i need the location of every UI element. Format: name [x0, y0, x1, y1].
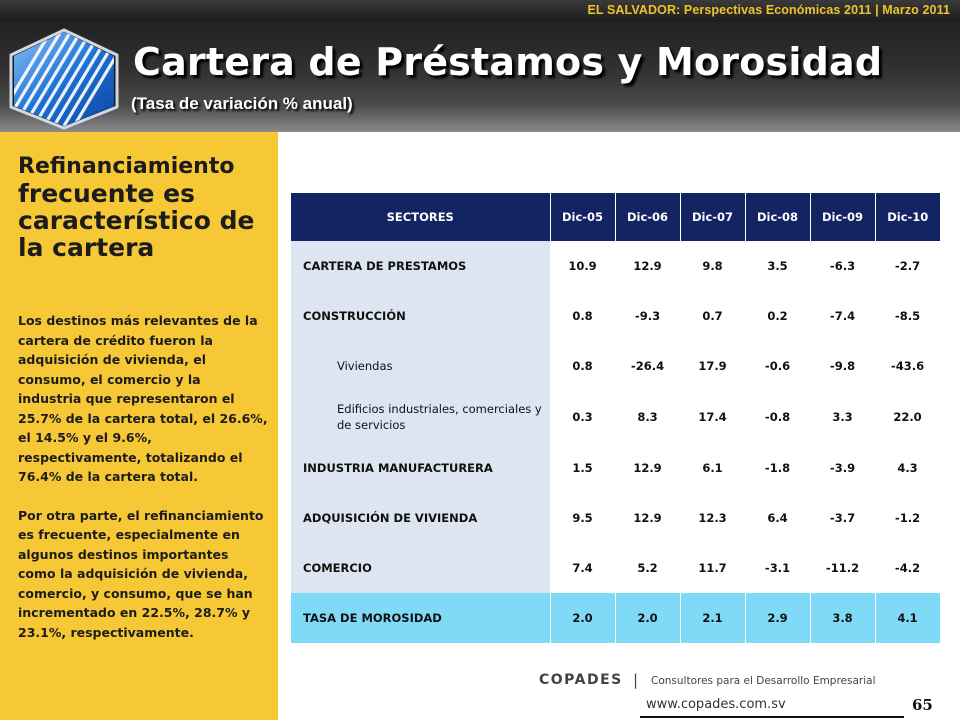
table-row: INDUSTRIA MANUFACTURERA 1.5 12.9 6.1 -1.… [291, 443, 941, 493]
table-cell: 3.8 [810, 593, 876, 643]
table-cell: 0.7 [680, 291, 746, 341]
table-row: ADQUISICIÓN DE VIVIENDA 9.5 12.9 12.3 6.… [291, 493, 941, 543]
table-cell: -3.1 [745, 543, 811, 593]
page-number: 65 [912, 696, 933, 714]
column-header-sectores: SECTORES [291, 193, 551, 241]
banner-shine [0, 22, 960, 77]
table-cell: -1.2 [875, 493, 941, 543]
row-label: ADQUISICIÓN DE VIVIENDA [291, 493, 551, 543]
column-header-dic-05: Dic-05 [550, 193, 616, 241]
table-cell: 5.2 [615, 543, 681, 593]
table-row: CONSTRUCCIÓN 0.8 -9.3 0.7 0.2 -7.4 -8.5 [291, 291, 941, 341]
table-cell: 10.9 [550, 241, 616, 291]
row-label: CARTERA DE PRESTAMOS [291, 241, 551, 291]
table-cell: 12.9 [615, 443, 681, 493]
sector-table-container: SECTORES Dic-05 Dic-06 Dic-07 Dic-08 Dic… [291, 193, 941, 643]
page-title: Cartera de Préstamos y Morosidad [133, 40, 883, 84]
column-header-dic-10: Dic-10 [875, 193, 940, 241]
table-cell: -0.6 [745, 341, 811, 391]
table-cell: 2.1 [680, 593, 746, 643]
table-row: Viviendas 0.8 -26.4 17.9 -0.6 -9.8 -43.6 [291, 341, 941, 391]
row-label: Viviendas [291, 341, 551, 391]
summary-panel [0, 132, 278, 720]
row-label: INDUSTRIA MANUFACTURERA [291, 443, 551, 493]
table-cell: -9.3 [615, 291, 681, 341]
table-cell: -43.6 [875, 341, 941, 391]
table-cell: 3.5 [745, 241, 811, 291]
table-cell: 22.0 [875, 391, 941, 443]
table-row: COMERCIO 7.4 5.2 11.7 -3.1 -11.2 -4.2 [291, 543, 941, 593]
table-cell: -4.2 [875, 543, 941, 593]
table-cell: 2.9 [745, 593, 811, 643]
table-cell: -0.8 [745, 391, 811, 443]
column-header-dic-09: Dic-09 [810, 193, 876, 241]
table-cell: 11.7 [680, 543, 746, 593]
table-cell: 8.3 [615, 391, 681, 443]
table-cell: 2.0 [550, 593, 616, 643]
table-cell: 17.4 [680, 391, 746, 443]
table-cell: 6.4 [745, 493, 811, 543]
page-subtitle: (Tasa de variación % anual) [131, 94, 353, 113]
table-cell: 4.3 [875, 443, 941, 493]
table-cell: 0.8 [550, 291, 616, 341]
table-cell: 0.8 [550, 341, 616, 391]
table-cell: 7.4 [550, 543, 616, 593]
column-header-dic-07: Dic-07 [680, 193, 746, 241]
summary-headline: Refinanciamiento frecuente es caracterís… [18, 153, 273, 261]
table-cell: -8.5 [875, 291, 941, 341]
table-cell: -26.4 [615, 341, 681, 391]
copades-logo-icon [9, 28, 119, 130]
table-cell: -3.9 [810, 443, 876, 493]
row-label: COMERCIO [291, 543, 551, 593]
table-cell: 12.9 [615, 241, 681, 291]
footer-website-link[interactable]: www.copades.com.sv [646, 697, 786, 712]
headline-line-1: Refinanciamiento [18, 154, 235, 179]
summary-paragraph-2: Por otra parte, el refinanciamiento es f… [18, 507, 264, 640]
table-cell: 4.1 [875, 593, 941, 643]
table-cell: 17.9 [680, 341, 746, 391]
table-cell: 12.3 [680, 493, 746, 543]
table-cell: 6.1 [680, 443, 746, 493]
sector-table: SECTORES Dic-05 Dic-06 Dic-07 Dic-08 Dic… [291, 193, 941, 643]
table-cell: -9.8 [810, 341, 876, 391]
row-label: CONSTRUCCIÓN [291, 291, 551, 341]
table-cell: 3.3 [810, 391, 876, 443]
title-banner: Cartera de Préstamos y Morosidad (Tasa d… [0, 22, 960, 132]
table-header-row: SECTORES Dic-05 Dic-06 Dic-07 Dic-08 Dic… [291, 193, 940, 241]
row-label: Edificios industriales, comerciales y de… [291, 391, 551, 443]
table-cell: -3.7 [810, 493, 876, 543]
table-row-morosidad: TASA DE MOROSIDAD 2.0 2.0 2.1 2.9 3.8 4.… [291, 593, 941, 643]
table-cell: -7.4 [810, 291, 876, 341]
footer-separator: | [633, 671, 639, 689]
headline-line-2: frecuente es característico de la carter… [18, 179, 255, 262]
table-cell: -1.8 [745, 443, 811, 493]
table-cell: 9.8 [680, 241, 746, 291]
row-label: TASA DE MOROSIDAD [291, 593, 551, 643]
table-row: Edificios industriales, comerciales y de… [291, 391, 941, 443]
table-cell: -2.7 [875, 241, 941, 291]
table-cell: -11.2 [810, 543, 876, 593]
table-cell: 9.5 [550, 493, 616, 543]
table-cell: 0.3 [550, 391, 616, 443]
table-cell: 0.2 [745, 291, 811, 341]
table-cell: 1.5 [550, 443, 616, 493]
table-cell: 2.0 [615, 593, 681, 643]
table-cell: 12.9 [615, 493, 681, 543]
table-cell: -6.3 [810, 241, 876, 291]
summary-paragraph-1: Los destinos más relevantes de la carter… [18, 313, 268, 484]
column-header-dic-06: Dic-06 [615, 193, 681, 241]
table-row: CARTERA DE PRESTAMOS 10.9 12.9 9.8 3.5 -… [291, 241, 941, 291]
column-header-dic-08: Dic-08 [745, 193, 811, 241]
footer-tagline: Consultores para el Desarrollo Empresari… [651, 675, 876, 687]
top-bar: EL SALVADOR: Perspectivas Económicas 201… [0, 0, 960, 22]
footer-divider [640, 716, 904, 718]
footer-brand: COPADES [539, 672, 623, 688]
report-caption: EL SALVADOR: Perspectivas Económicas 201… [587, 3, 950, 17]
summary-body: Los destinos más relevantes de la carter… [18, 311, 268, 642]
